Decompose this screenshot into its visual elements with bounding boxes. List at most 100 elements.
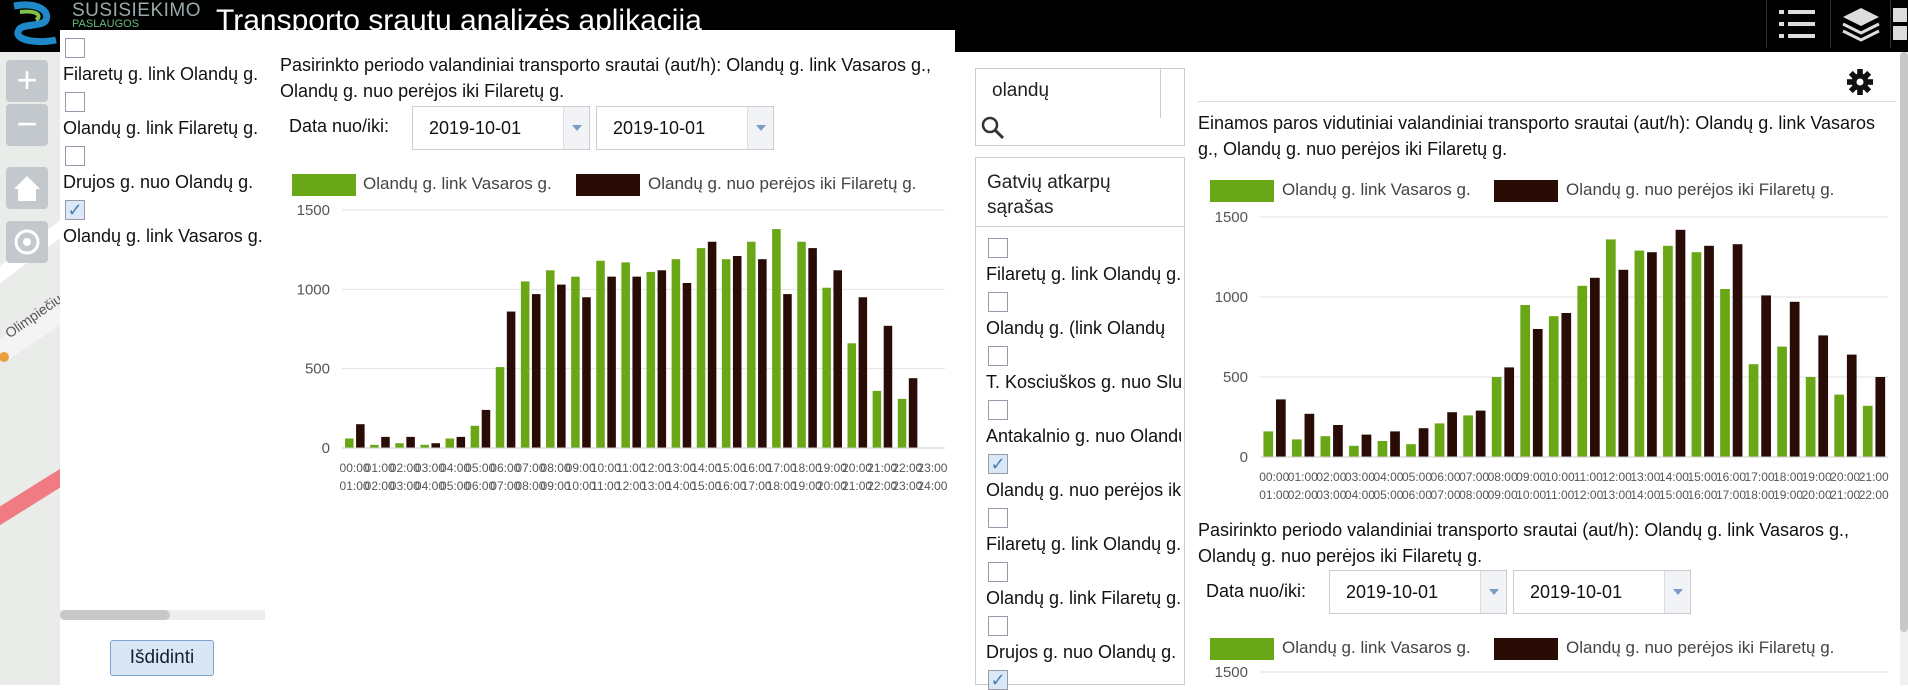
segment-checkbox[interactable] (988, 616, 1008, 636)
list-icon[interactable] (1766, 0, 1826, 48)
chevron-down-icon (747, 107, 773, 149)
logo-icon (13, 1, 57, 46)
x-tick-label: 17:00 (1745, 470, 1775, 484)
x-tick-label: 16:00 (742, 461, 772, 475)
x-tick-label: 14:00 (1630, 488, 1660, 502)
x-tick-label: 07:00 (1459, 470, 1489, 484)
bar-series-b (758, 259, 767, 448)
x-tick-label: 02:00 (1288, 488, 1318, 502)
y-tick-label: 1500 (1215, 209, 1248, 226)
segment-checkbox[interactable] (988, 292, 1008, 312)
bar-series-b (1275, 399, 1286, 457)
locate-button[interactable] (6, 221, 48, 263)
segment-checkbox[interactable] (988, 508, 1008, 528)
gear-icon[interactable] (1846, 68, 1874, 96)
zoom-to-button[interactable]: Išdidinti (110, 640, 214, 676)
segment-checkbox[interactable] (65, 200, 85, 220)
right-date-to-select[interactable]: 2019-10-01 (1513, 570, 1691, 614)
x-tick-label: 22:00 (1859, 488, 1889, 502)
x-tick-label: 05:00 (440, 479, 470, 493)
right-date-from-select[interactable]: 2019-10-01 (1329, 570, 1507, 614)
bar-series-a (571, 276, 580, 448)
search-input[interactable] (992, 78, 1142, 104)
bar-series-a (1520, 305, 1531, 457)
bar-series-a (1320, 436, 1331, 457)
segment-checkbox[interactable] (988, 670, 1008, 690)
map-view[interactable]: Olimpiečių (0, 52, 60, 685)
right-date-label: Data nuo/iki: (1206, 581, 1307, 601)
bar-series-a (395, 443, 404, 448)
bar-series-a (1349, 445, 1359, 457)
bar-series-b (1504, 367, 1515, 457)
x-tick-label: 11:00 (1574, 470, 1603, 484)
x-tick-label: 10:00 (1545, 470, 1575, 484)
x-tick-label: 19:00 (792, 479, 822, 493)
x-tick-label: 05:00 (465, 461, 495, 475)
segment-checkbox[interactable] (65, 38, 85, 58)
x-tick-label: 21:00 (1859, 470, 1889, 484)
bar-series-a (1777, 346, 1787, 457)
segment-checkbox[interactable] (988, 346, 1008, 366)
bar-series-a (345, 438, 354, 448)
x-tick-label: 22:00 (892, 461, 922, 475)
bar-series-a (1834, 394, 1845, 457)
x-tick-label: 12:00 (616, 479, 646, 493)
bar-series-b (808, 248, 817, 448)
bar-series-b (1761, 295, 1771, 457)
x-tick-label: 21:00 (867, 461, 897, 475)
bar-series-a (420, 444, 429, 448)
segment-checkbox[interactable] (65, 146, 85, 166)
bar-series-b (1390, 431, 1400, 457)
x-tick-label: 13:00 (1630, 470, 1660, 484)
left-date-to-select[interactable]: 2019-10-01 (596, 106, 774, 150)
bar-series-b (431, 443, 440, 448)
left-chart-title: Pasirinkto periodo valandiniai transport… (280, 55, 932, 101)
zoom-out-button[interactable]: − (6, 104, 48, 146)
x-tick-label: 06:00 (1402, 488, 1432, 502)
left-date-from-select[interactable]: 2019-10-01 (412, 106, 590, 150)
bar-series-b (607, 276, 616, 448)
zoom-in-button[interactable]: + (6, 60, 48, 102)
legend-label-a: Olandų g. link Vasaros g. (1282, 180, 1471, 199)
x-tick-label: 05:00 (1402, 470, 1432, 484)
search-icon[interactable] (980, 115, 1006, 141)
segment-checkbox[interactable] (988, 400, 1008, 420)
x-tick-label: 15:00 (1659, 488, 1689, 502)
x-tick-label: 05:00 (1373, 488, 1403, 502)
x-tick-label: 04:00 (415, 479, 445, 493)
x-tick-label: 20:00 (1830, 470, 1860, 484)
grid-icon[interactable] (1890, 0, 1908, 48)
logo-subtext: PASLAUGOS (72, 18, 140, 30)
x-tick-label: 07:00 (1431, 488, 1461, 502)
locate-icon (14, 229, 40, 255)
segment-checkbox[interactable] (988, 454, 1008, 474)
bar-series-a (1406, 444, 1416, 457)
segment-checkbox[interactable] (65, 92, 85, 112)
bar-series-b (481, 409, 491, 448)
right-top-chart-title: Einamos paros vidutiniai valandiniai tra… (1198, 113, 1876, 159)
horizontal-scrollbar[interactable] (60, 610, 265, 620)
bar-series-a (546, 270, 555, 448)
chevron-down-icon (563, 107, 589, 149)
bar-series-a (520, 281, 530, 448)
segment-checkbox[interactable] (988, 238, 1008, 258)
segment-label: Olandų g. link Vasaros g. (63, 226, 263, 246)
bar-series-b (1561, 313, 1572, 457)
vertical-scrollbar[interactable] (1900, 52, 1908, 685)
legend-swatch-b (1494, 638, 1558, 660)
layers-icon[interactable] (1830, 0, 1890, 48)
bar-series-a (1720, 289, 1730, 457)
x-tick-label: 21:00 (1830, 488, 1860, 502)
legend-swatch-a (292, 174, 356, 196)
bar-series-a (897, 398, 907, 448)
x-tick-label: 17:00 (1716, 488, 1746, 502)
bar-series-a (1491, 377, 1502, 457)
bar-series-a (1691, 252, 1702, 457)
segment-checkbox[interactable] (988, 562, 1008, 582)
x-tick-label: 19:00 (817, 461, 847, 475)
bar-series-a (596, 260, 605, 448)
bar-series-a (1605, 239, 1616, 457)
home-button[interactable] (6, 167, 48, 209)
bar-series-b (356, 424, 365, 448)
bar-series-a (1434, 423, 1445, 457)
